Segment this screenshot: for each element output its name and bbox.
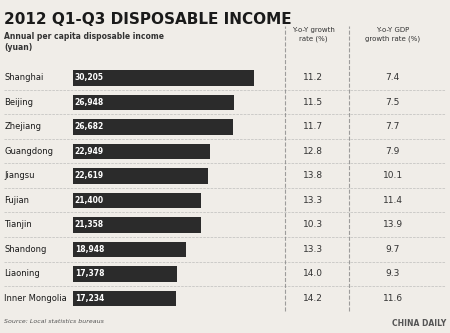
Text: Liaoning: Liaoning bbox=[4, 269, 40, 278]
Text: Annual per capita disposable income
(yuan): Annual per capita disposable income (yua… bbox=[4, 32, 164, 52]
Text: 30,205: 30,205 bbox=[75, 73, 104, 82]
Text: CHINA DAILY: CHINA DAILY bbox=[392, 319, 446, 328]
Text: 9.7: 9.7 bbox=[386, 245, 400, 254]
Text: 11.4: 11.4 bbox=[383, 196, 403, 205]
Text: Beijing: Beijing bbox=[4, 98, 33, 107]
Text: Y-o-Y GDP
growth rate (%): Y-o-Y GDP growth rate (%) bbox=[365, 27, 420, 42]
Text: Source: Local statistics bureaus: Source: Local statistics bureaus bbox=[4, 319, 104, 324]
Text: 11.7: 11.7 bbox=[303, 122, 324, 131]
Text: Shanghai: Shanghai bbox=[4, 73, 44, 82]
Text: 11.2: 11.2 bbox=[303, 73, 324, 82]
Text: 18,948: 18,948 bbox=[75, 245, 104, 254]
Text: 22,619: 22,619 bbox=[75, 171, 104, 180]
Text: 14.0: 14.0 bbox=[303, 269, 324, 278]
FancyBboxPatch shape bbox=[72, 144, 210, 159]
Text: Shandong: Shandong bbox=[4, 245, 46, 254]
Text: 10.1: 10.1 bbox=[383, 171, 403, 180]
Text: 17,234: 17,234 bbox=[75, 294, 104, 303]
Text: 26,682: 26,682 bbox=[75, 122, 104, 131]
Text: 13.3: 13.3 bbox=[303, 245, 324, 254]
FancyBboxPatch shape bbox=[72, 168, 208, 183]
Text: 11.5: 11.5 bbox=[303, 98, 324, 107]
Text: Y-o-Y growth
rate (%): Y-o-Y growth rate (%) bbox=[292, 27, 335, 42]
Text: 14.2: 14.2 bbox=[303, 294, 323, 303]
Text: Tianjin: Tianjin bbox=[4, 220, 32, 229]
Text: 9.3: 9.3 bbox=[386, 269, 400, 278]
Text: 12.8: 12.8 bbox=[303, 147, 324, 156]
FancyBboxPatch shape bbox=[72, 95, 234, 110]
FancyBboxPatch shape bbox=[72, 70, 254, 86]
Text: 7.4: 7.4 bbox=[386, 73, 400, 82]
Text: Zhejiang: Zhejiang bbox=[4, 122, 41, 131]
Text: 2012 Q1-Q3 DISPOSABLE INCOME: 2012 Q1-Q3 DISPOSABLE INCOME bbox=[4, 12, 292, 27]
Text: 13.3: 13.3 bbox=[303, 196, 324, 205]
FancyBboxPatch shape bbox=[72, 193, 201, 208]
Text: 21,400: 21,400 bbox=[75, 196, 104, 205]
Text: 26,948: 26,948 bbox=[75, 98, 104, 107]
Text: 17,378: 17,378 bbox=[75, 269, 104, 278]
Text: 7.5: 7.5 bbox=[386, 98, 400, 107]
Text: 13.9: 13.9 bbox=[383, 220, 403, 229]
Text: Jiangsu: Jiangsu bbox=[4, 171, 35, 180]
FancyBboxPatch shape bbox=[72, 266, 177, 282]
Text: 13.8: 13.8 bbox=[303, 171, 324, 180]
Text: 7.7: 7.7 bbox=[386, 122, 400, 131]
Text: Inner Mongolia: Inner Mongolia bbox=[4, 294, 67, 303]
FancyBboxPatch shape bbox=[72, 119, 233, 135]
Text: 10.3: 10.3 bbox=[303, 220, 324, 229]
FancyBboxPatch shape bbox=[72, 217, 201, 232]
Text: 21,358: 21,358 bbox=[75, 220, 104, 229]
FancyBboxPatch shape bbox=[72, 291, 176, 306]
Text: 7.9: 7.9 bbox=[386, 147, 400, 156]
Text: Guangdong: Guangdong bbox=[4, 147, 53, 156]
FancyBboxPatch shape bbox=[72, 242, 186, 257]
Text: Fujian: Fujian bbox=[4, 196, 29, 205]
Text: 11.6: 11.6 bbox=[383, 294, 403, 303]
Text: 22,949: 22,949 bbox=[75, 147, 104, 156]
